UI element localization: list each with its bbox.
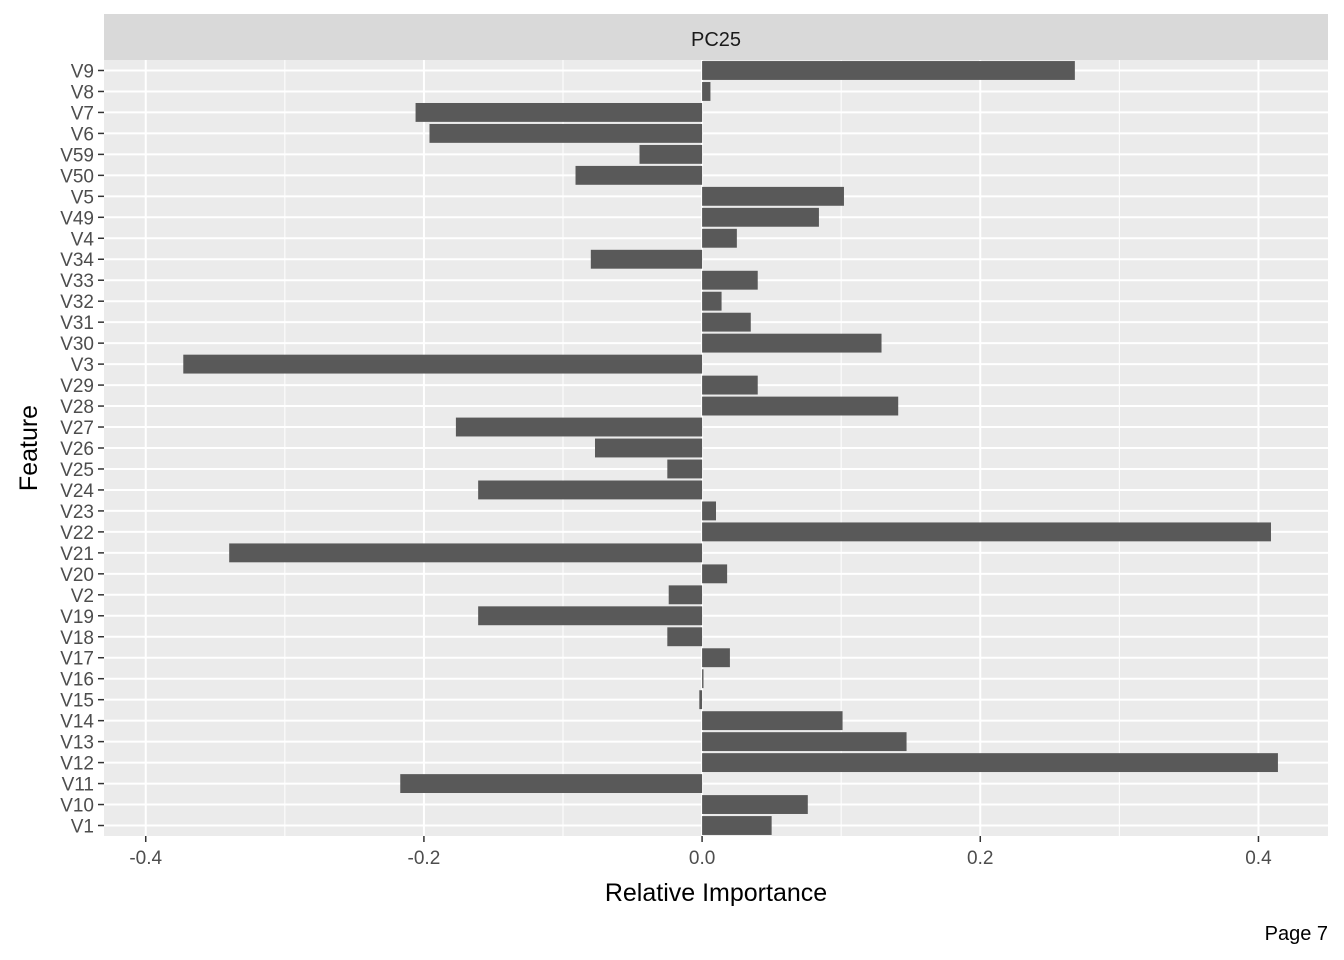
y-tick-label: V20: [60, 565, 94, 586]
bars: [183, 61, 1278, 835]
bar-v15: [699, 690, 703, 710]
y-tick-label: V50: [60, 166, 94, 187]
y-tick-label: V19: [60, 607, 94, 628]
y-tick-label: V3: [71, 355, 94, 376]
y-axis: V1V10V11V12V13V14V15V16V17V18V19V2V20V21…: [60, 61, 104, 838]
bar-v32: [702, 291, 722, 311]
bar-v2: [668, 585, 703, 605]
y-tick-label: V7: [71, 103, 94, 124]
y-tick-label: V11: [62, 775, 94, 796]
y-tick-label: V9: [71, 61, 94, 82]
bar-v9: [702, 61, 1075, 80]
y-tick-label: V5: [71, 187, 94, 208]
y-tick-label: V33: [60, 271, 94, 292]
x-tick-label: -0.2: [408, 848, 441, 869]
y-tick-label: V26: [60, 439, 94, 460]
bar-v50: [575, 165, 703, 185]
bar-v10: [702, 795, 808, 814]
y-tick-label: V22: [60, 523, 94, 544]
bar-v17: [702, 648, 730, 668]
y-tick-label: V2: [71, 586, 94, 607]
bar-v3: [183, 354, 703, 374]
bar-v25: [667, 459, 703, 479]
facet-label: PC25: [691, 29, 741, 51]
bar-v19: [478, 606, 703, 626]
page-label: Page 7: [1264, 923, 1328, 945]
bar-v18: [667, 627, 703, 647]
bar-v26: [594, 438, 703, 458]
x-axis-title: Relative Importance: [605, 879, 827, 907]
bar-v13: [702, 732, 907, 752]
y-tick-label: V28: [60, 397, 94, 418]
y-axis-title: Feature: [15, 405, 43, 491]
y-tick-label: V29: [60, 376, 94, 397]
y-tick-label: V25: [60, 460, 94, 481]
y-tick-label: V21: [60, 544, 94, 565]
bar-v24: [478, 480, 703, 500]
bar-v16: [702, 669, 704, 689]
bar-v11: [400, 774, 703, 794]
bar-v4: [702, 228, 737, 248]
bar-v7: [415, 102, 703, 122]
bar-v22: [702, 522, 1271, 542]
bar-v21: [229, 543, 703, 563]
y-tick-label: V4: [71, 229, 95, 250]
bar-v29: [702, 375, 758, 395]
y-tick-label: V13: [60, 733, 94, 754]
y-tick-label: V24: [60, 481, 94, 502]
y-tick-label: V49: [60, 208, 94, 229]
bar-v49: [702, 207, 819, 227]
x-tick-label: 0.0: [689, 848, 715, 869]
bar-v33: [702, 270, 758, 290]
y-tick-label: V8: [71, 82, 94, 103]
x-axis: -0.4 -0.2 0.0 0.2 0.4: [129, 836, 1272, 869]
bar-v59: [639, 144, 703, 164]
y-tick-label: V18: [60, 628, 94, 649]
y-tick-label: V34: [60, 250, 94, 271]
y-tick-label: V32: [60, 292, 94, 313]
bar-v30: [702, 333, 882, 353]
bar-v31: [702, 312, 751, 332]
bar-v27: [455, 417, 703, 437]
bar-v12: [702, 753, 1278, 773]
bar-v5: [702, 186, 844, 206]
bar-v23: [702, 501, 716, 521]
y-tick-label: V17: [60, 649, 94, 670]
strip-background: [104, 14, 1328, 60]
bar-v14: [702, 711, 843, 731]
y-tick-label: V31: [60, 313, 94, 334]
x-tick-label: -0.4: [129, 848, 162, 869]
y-tick-label: V14: [60, 712, 94, 733]
y-tick-label: V27: [60, 418, 94, 439]
y-tick-label: V6: [71, 124, 94, 145]
y-tick-label: V15: [60, 691, 94, 712]
x-tick-label: 0.2: [967, 848, 993, 869]
bar-v34: [590, 249, 703, 269]
x-tick-label: 0.4: [1245, 848, 1272, 869]
y-tick-label: V59: [60, 145, 94, 166]
bar-v6: [429, 123, 703, 143]
bar-v28: [702, 396, 899, 416]
y-tick-label: V1: [71, 817, 94, 838]
bar-v8: [702, 82, 711, 101]
y-tick-label: V30: [60, 334, 94, 355]
y-tick-label: V12: [60, 754, 94, 775]
y-tick-label: V23: [60, 502, 94, 523]
bar-v1: [702, 816, 772, 835]
bar-v20: [702, 564, 728, 584]
y-tick-label: V10: [60, 796, 94, 817]
y-tick-label: V16: [60, 670, 94, 691]
